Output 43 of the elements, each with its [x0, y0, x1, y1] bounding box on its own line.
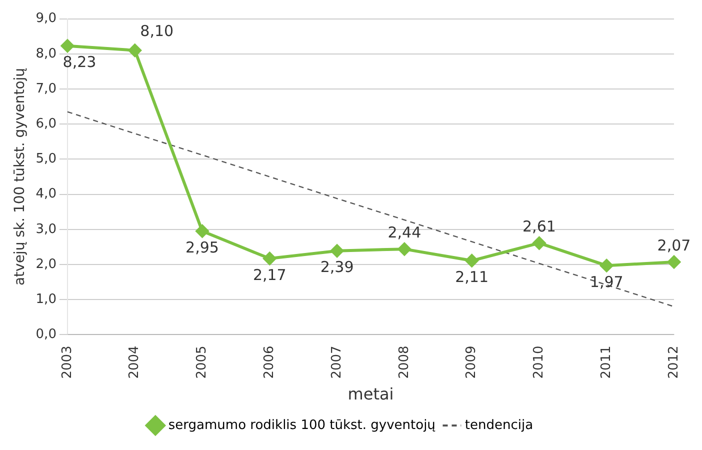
data-label: 2,61 [522, 217, 556, 236]
data-label: 2,07 [657, 236, 691, 254]
point [330, 244, 344, 258]
y-axis-title: atvejų sk. 100 tūkst. gyventojų [12, 68, 28, 286]
data-label: 8,23 [62, 53, 96, 72]
x-tick-label: 2007 [329, 346, 344, 379]
data-label: 2,11 [455, 268, 489, 286]
x-tick-label: 2008 [396, 346, 412, 379]
point [465, 254, 478, 268]
y-tick-label: 0,0 [36, 327, 56, 342]
x-tick-label: 2005 [194, 346, 210, 379]
y-tick-label: 6,0 [36, 116, 56, 132]
y-tick-label: 8,0 [36, 46, 56, 62]
point [532, 236, 546, 250]
point [263, 252, 276, 266]
point [398, 242, 411, 256]
y-tick-label: 3,0 [36, 222, 56, 237]
y-tick-label: 9,0 [36, 11, 56, 26]
point [196, 224, 209, 238]
point [668, 256, 680, 269]
y-tick-label: 1,0 [36, 292, 56, 307]
x-tick-label: 2010 [532, 346, 547, 379]
data-label: 8,10 [140, 22, 174, 40]
x-tick-label: 2009 [464, 346, 480, 379]
legend-label: sergamumo rodiklis 100 tūkst. gyventojų [168, 418, 436, 433]
data-label: 2,17 [252, 266, 286, 284]
point [128, 44, 142, 57]
data-label: 2,44 [388, 223, 422, 242]
point [600, 259, 614, 272]
y-tick-label: 5,0 [36, 152, 56, 167]
x-tick-label: 2011 [598, 346, 614, 379]
data-label: 1,97 [590, 272, 624, 291]
x-tick-label: 2012 [666, 346, 682, 379]
x-axis-title: metai [348, 384, 394, 404]
x-tick-label: 2003 [60, 346, 75, 379]
y-tick-label: 4,0 [36, 186, 56, 202]
data-label: 2,39 [320, 258, 354, 276]
x-tick-label: 2004 [127, 346, 142, 379]
data-label: 2,95 [186, 238, 219, 257]
y-tick-label: 2,0 [36, 256, 56, 272]
x-tick-label: 2006 [262, 346, 278, 379]
legend-label: tendencija [464, 418, 534, 433]
y-tick-label: 7,0 [36, 81, 56, 96]
